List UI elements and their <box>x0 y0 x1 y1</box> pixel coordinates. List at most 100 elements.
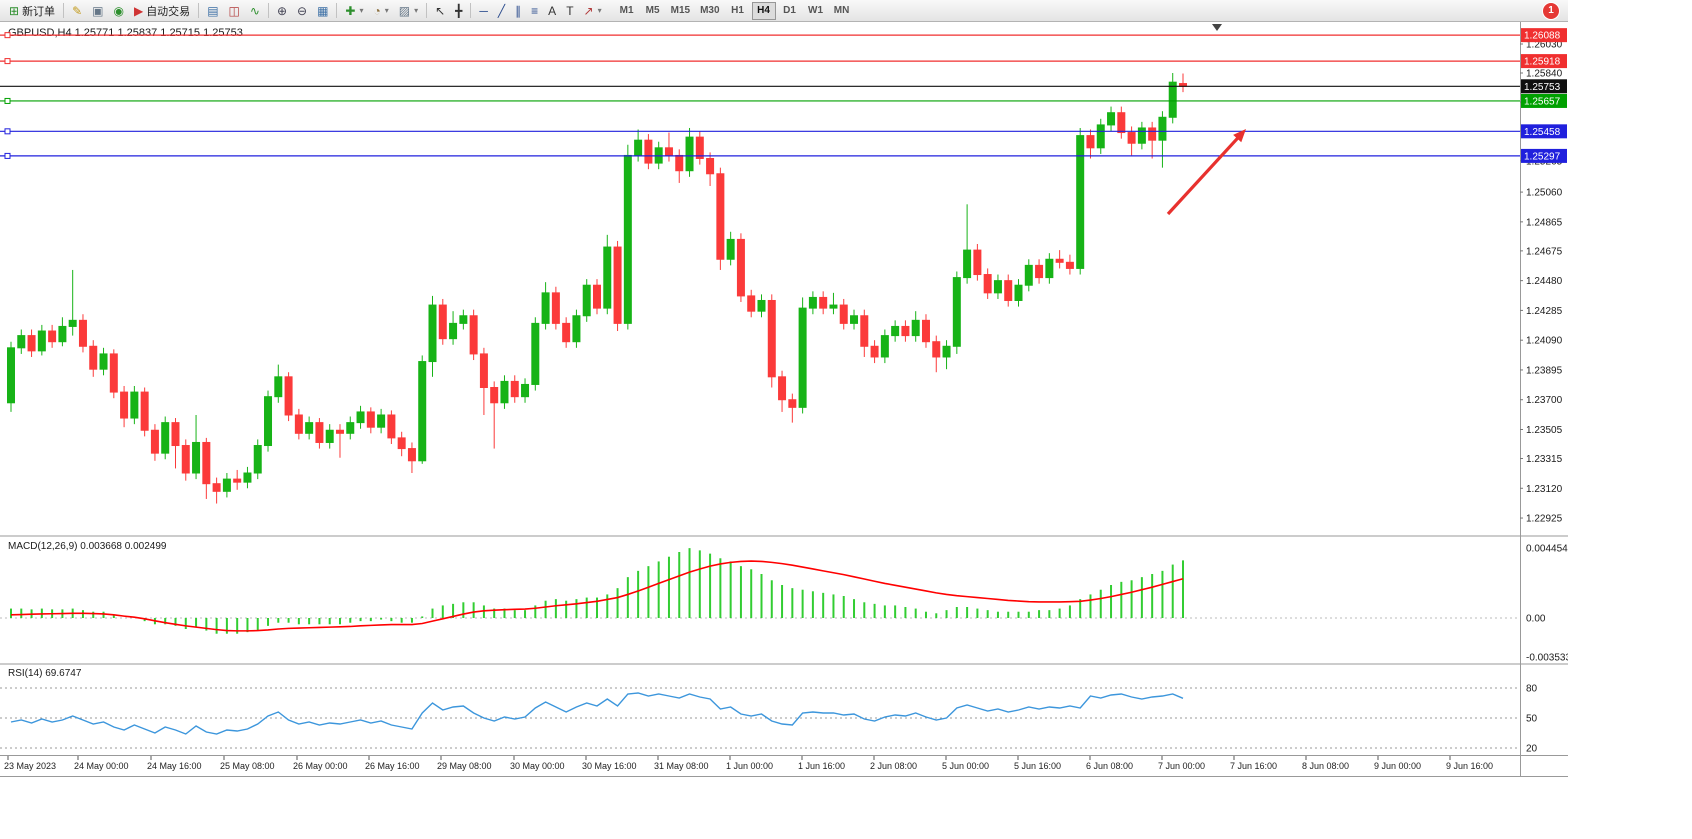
timeframe-h1[interactable]: H1 <box>726 2 750 20</box>
price-badge <box>1521 93 1567 108</box>
toolbar-separator <box>198 3 200 18</box>
periods-icon: ◔ <box>373 3 381 18</box>
timeframe-m30[interactable]: M30 <box>696 2 723 20</box>
candle <box>1065 254 1074 275</box>
time-axis-label: 30 May 00:00 <box>510 761 565 771</box>
candle <box>397 431 406 457</box>
toolbar: ⊞ 新订单 ✎ ▣ ◉ ▶ 自动交易 ▤ ◫ ∿ ⊕ ⊖ ▦ ✚ ▾ ◔ ▾ ▨ ▾ ↖ ╋ ─ ╱ ∥ ≡ A T ↗ ▾ M1 M5 M… <box>0 0 1568 22</box>
indicators-button[interactable]: ✚ ▾ <box>340 1 368 21</box>
zoom-in-button[interactable]: ⊕ <box>272 1 292 21</box>
candle <box>233 469 242 490</box>
candle <box>541 282 550 330</box>
candle <box>27 329 36 357</box>
candle <box>500 375 509 409</box>
chart-canvas[interactable]: 1.260301.258401.256501.254601.252651.250… <box>0 0 1568 778</box>
price-axis-label: 1.25060 <box>1526 188 1563 199</box>
candle <box>1076 127 1085 275</box>
price-axis-label: 1.26030 <box>1526 40 1563 51</box>
line-handle[interactable] <box>4 32 11 39</box>
crosshair-icon: ╋ <box>455 3 463 18</box>
arrows-button[interactable]: ↗ ▾ <box>579 1 607 21</box>
line-handle[interactable] <box>4 58 11 65</box>
price-badge <box>1521 124 1567 139</box>
chart-title: GBPUSD,H4 1.25771 1.25837 1.25715 1.2575… <box>8 27 243 39</box>
mt4-window: ⊞ 新订单 ✎ ▣ ◉ ▶ 自动交易 ▤ ◫ ∿ ⊕ ⊖ ▦ ✚ ▾ ◔ ▾ ▨ ▾ ↖ ╋ ─ ╱ ∥ ≡ A T ↗ ▾ M1 M5 M… <box>0 0 1568 778</box>
macd-axis-label: 0.00 <box>1526 614 1546 625</box>
candlestick-chart-button[interactable]: ◫ <box>224 1 245 21</box>
candle <box>490 381 499 449</box>
fibonacci-icon: ≡ <box>531 3 539 18</box>
timeframe-mn[interactable]: MN <box>830 2 854 20</box>
time-axis[interactable]: 23 May 2023 24 May 00:00 24 May 16:00 25 Ma… <box>4 756 1493 771</box>
price-axis[interactable]: 1.260301.258401.256501.254601.252651.250… <box>1520 40 1563 525</box>
cursor-button[interactable]: ↖ <box>430 1 450 21</box>
bar-chart-button[interactable]: ▤ <box>202 1 223 21</box>
new-order-button[interactable]: ⊞ 新订单 <box>4 1 60 21</box>
zoom-in-icon: ⊕ <box>276 3 287 18</box>
candle <box>562 317 571 348</box>
candle <box>7 341 15 412</box>
price-axis-label: 1.23700 <box>1526 395 1563 406</box>
timeframe-m5[interactable]: M5 <box>641 2 665 20</box>
notification-badge[interactable]: 1 <box>1543 3 1559 19</box>
toolbar-button-groups: ⊞ 新订单 ✎ ▣ ◉ ▶ 自动交易 ▤ ◫ ∿ ⊕ ⊖ ▦ ✚ ▾ ◔ ▾ ▨ ▾ ↖ ╋ ─ ╱ ∥ ≡ A T ↗ ▾ <box>4 1 607 21</box>
line-handle[interactable] <box>4 152 11 159</box>
candle <box>716 167 725 270</box>
timeframe-h4[interactable]: H4 <box>751 1 776 20</box>
equidistant-channel-icon: ∥ <box>515 3 522 18</box>
candle <box>829 292 838 315</box>
candles <box>7 73 1187 504</box>
price-axis-label: 1.23315 <box>1526 454 1563 465</box>
candle <box>1035 259 1044 284</box>
candle <box>685 127 694 177</box>
candle <box>1107 106 1116 132</box>
templates-button[interactable]: ▨ ▾ <box>394 1 423 21</box>
horizontal-line-button[interactable]: ─ <box>474 1 493 21</box>
equidistant-channel-button[interactable]: ∥ <box>510 1 526 21</box>
fibonacci-button[interactable]: ≡ <box>526 1 543 21</box>
candle <box>808 291 817 315</box>
candle <box>942 340 951 370</box>
price-badge <box>1521 148 1567 163</box>
mobile-trading-button[interactable]: ◉ <box>108 1 128 21</box>
horizontal-line-icon: ─ <box>479 3 488 18</box>
strategy-tester-button[interactable]: ▣ <box>87 1 108 21</box>
periods-button[interactable]: ◔ ▾ <box>368 1 393 21</box>
price-badge-label: 1.25657 <box>1524 96 1561 107</box>
time-axis-label: 7 Jun 16:00 <box>1230 761 1277 771</box>
candle <box>1158 111 1167 168</box>
metaeditor-button[interactable]: ✎ <box>67 1 87 21</box>
timeframe-m15[interactable]: M15 <box>667 2 694 20</box>
candlestick-chart-icon: ◫ <box>228 3 240 18</box>
macd-indicator-label: MACD(12,26,9) 0.003668 0.002499 <box>8 541 167 552</box>
line-chart-button[interactable]: ∿ <box>245 1 265 21</box>
time-axis-label: 26 May 16:00 <box>365 761 420 771</box>
tile-windows-button[interactable]: ▦ <box>312 1 333 21</box>
trend-arrow-annotation[interactable] <box>1166 129 1246 216</box>
candle <box>130 385 139 425</box>
candle <box>284 372 293 422</box>
zoom-out-button[interactable]: ⊖ <box>292 1 312 21</box>
time-axis-label: 7 Jun 00:00 <box>1158 761 1205 771</box>
autotrading-button[interactable]: ▶ 自动交易 <box>129 1 195 21</box>
candle <box>274 364 283 403</box>
candle <box>181 439 190 481</box>
text-button[interactable]: A <box>543 1 561 21</box>
time-axis-label: 29 May 08:00 <box>437 761 492 771</box>
timeframe-m1[interactable]: M1 <box>615 2 639 20</box>
price-axis-label: 1.24865 <box>1526 217 1563 228</box>
dropdown-caret-icon: ▾ <box>359 6 364 15</box>
chart-shift-marker-icon[interactable] <box>1212 24 1222 31</box>
line-handle[interactable] <box>4 128 11 135</box>
trendline-icon: ╱ <box>497 3 506 18</box>
candle <box>510 375 519 403</box>
timeframe-w1[interactable]: W1 <box>804 2 828 20</box>
price-badges: 1.26088 1.25918 1.25753 1.25657 1.25458 1.252… <box>1521 28 1567 163</box>
candle <box>593 279 601 315</box>
candle <box>315 418 324 449</box>
timeframe-d1[interactable]: D1 <box>778 2 802 20</box>
text-label-button[interactable]: T <box>561 1 578 21</box>
trendline-button[interactable]: ╱ <box>493 1 510 21</box>
crosshair-button[interactable]: ╋ <box>450 1 467 21</box>
line-handle[interactable] <box>4 97 11 104</box>
